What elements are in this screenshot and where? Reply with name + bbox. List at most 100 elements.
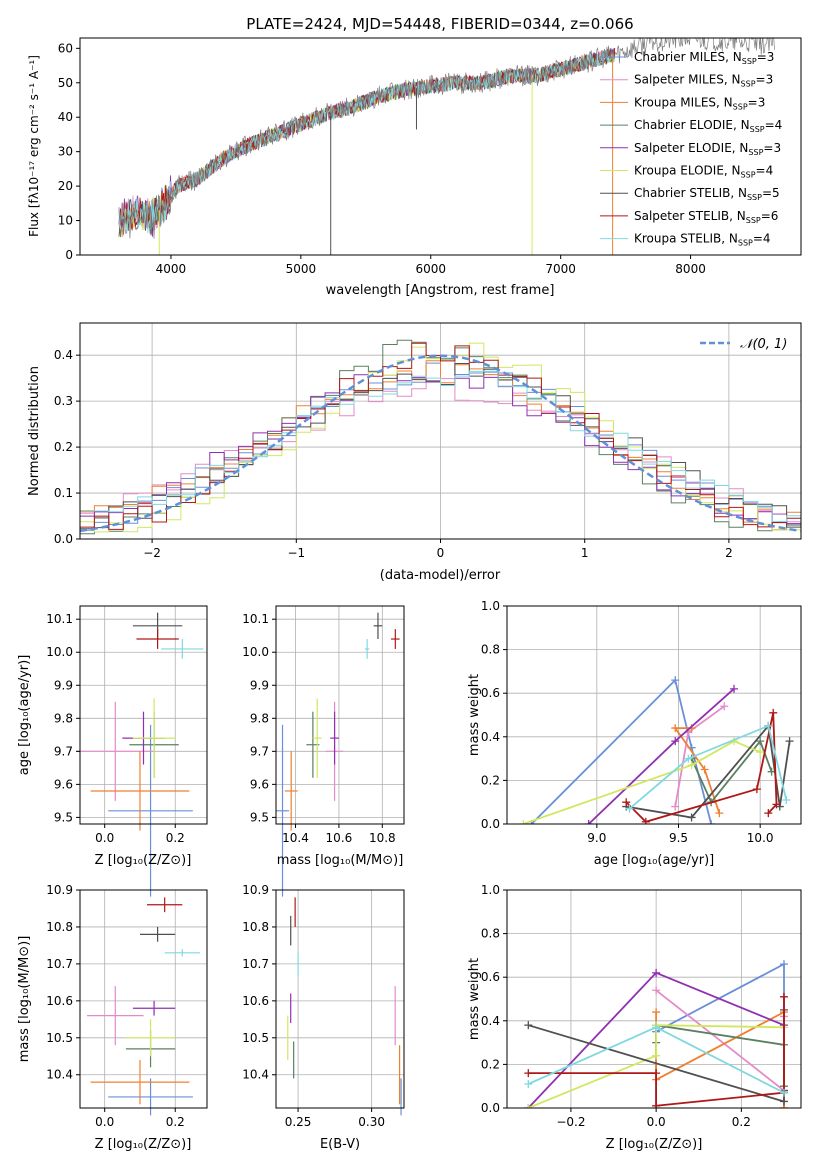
weight-marker — [720, 702, 729, 711]
y-tick-label: 10.0 — [46, 645, 73, 659]
x-tick-label: 7000 — [545, 262, 576, 276]
weight-marker — [752, 785, 761, 794]
weight-line-chabrier-miles — [530, 678, 713, 824]
y-tick-label: 10.9 — [46, 883, 73, 897]
weight-marker — [772, 800, 781, 809]
x-tick-label: 0.0 — [95, 1115, 114, 1129]
x-tick-label: 10.4 — [282, 831, 309, 845]
weight-marker — [671, 802, 680, 811]
age-vs-z-axes — [79, 605, 208, 825]
legend-label: Chabrier STELIB, N — [634, 186, 747, 200]
y-tick-label: 0.2 — [54, 440, 73, 454]
model-spectrum-kroupa-stelib — [118, 49, 616, 234]
legend-tail: =3 — [763, 141, 781, 155]
x-tick-label: −2 — [143, 546, 161, 560]
y-tick-label: 10.8 — [46, 920, 73, 934]
weight-marker — [519, 820, 528, 824]
errorbar-kroupa-elodie — [125, 1019, 176, 1057]
errorbar-kroupa-miles — [90, 751, 190, 831]
mass-vs-z-axes — [79, 889, 208, 1109]
x-tick-label: 0.0 — [647, 1115, 666, 1129]
spectrum-title: PLATE=2424, MJD=54448, FIBERID=0344, z=0… — [246, 15, 633, 33]
errorbar-chabrier-miles — [276, 724, 290, 897]
legend-entry: Kroupa ELODIE, NSSP=4 — [634, 164, 773, 180]
legend-tail: =6 — [761, 209, 779, 223]
weight-vs-age-ylabel: mass weight — [467, 674, 482, 756]
weight-vs-z-panel: −0.2 0.0 0.2 0.0 0.2 0.4 0.6 0.8 1.0 Z [log₁₀(Z/… — [467, 883, 802, 1152]
legend-entry: Chabrier MILES, NSSP=3 — [634, 50, 774, 66]
y-tick-label: 50 — [58, 76, 73, 90]
weight-marker — [524, 1021, 533, 1030]
x-tick-label: −0.2 — [556, 1115, 585, 1129]
legend-entry: Salpeter STELIB, NSSP=6 — [634, 209, 778, 225]
weight-marker — [671, 737, 680, 746]
age-vs-z-ylabel: age [log₁₀(age/yr)] — [17, 655, 32, 776]
legend-label: Chabrier ELODIE, N — [634, 118, 750, 132]
errorbar-chabrier-stelib — [373, 612, 383, 640]
y-tick-label: 0.1 — [54, 486, 73, 500]
errorbar-kroupa-stelib — [364, 639, 370, 659]
weight-marker — [769, 708, 778, 717]
weight-marker — [652, 968, 661, 977]
x-tick-label: 0.30 — [358, 1115, 385, 1129]
y-tick-label: 10.7 — [46, 957, 73, 971]
errorbar-kroupa-elodie — [132, 698, 176, 778]
y-tick-label: 0.0 — [481, 1101, 500, 1115]
x-tick-label: 0 — [437, 546, 445, 560]
y-tick-label: 10.6 — [46, 994, 73, 1008]
weight-vs-z-axes — [506, 889, 802, 1109]
weight-marker — [756, 748, 765, 757]
y-tick-label: 10.6 — [242, 994, 269, 1008]
weight-marker — [764, 721, 773, 730]
residuals-xlabel: (data-model)/error — [380, 568, 501, 583]
y-tick-label: 10 — [58, 214, 73, 228]
residuals-ylabel: Normed distribution — [27, 366, 42, 496]
errorbar-kroupa-stelib — [164, 949, 200, 957]
weight-marker — [622, 798, 631, 807]
legend-label: Kroupa STELIB, N — [634, 232, 738, 246]
weight-marker — [700, 765, 709, 774]
x-tick-label: 6000 — [415, 262, 446, 276]
mass-vs-ebv-axes — [275, 889, 405, 1109]
legend-entry: Kroupa MILES, NSSP=3 — [634, 95, 765, 111]
y-tick-label: 40 — [58, 110, 73, 124]
errorbar-salpeter-elodie — [330, 711, 339, 765]
age-vs-mass-panel: 10.4 10.6 10.8 9.5 9.6 9.7 9.8 9.9 10.0 10.1 mass… — [242, 605, 405, 897]
histogram-kroupa-stelib — [80, 370, 801, 522]
legend-tail: =3 — [757, 50, 775, 64]
legend-subscript: SSP — [742, 57, 757, 66]
weight-marker — [652, 1008, 661, 1017]
y-tick-label: 9.5 — [54, 810, 73, 824]
legend-subscript: SSP — [747, 193, 762, 202]
weight-marker — [584, 820, 593, 824]
y-tick-label: 10.7 — [242, 957, 269, 971]
legend-label: Kroupa ELODIE, N — [634, 164, 741, 178]
histogram-kroupa-miles — [80, 360, 801, 531]
spectrum-panel: PLATE=2424, MJD=54448, FIBERID=0344, z=0… — [27, 15, 802, 298]
weight-vs-age-axes — [506, 605, 802, 825]
x-tick-label: 10.6 — [326, 831, 353, 845]
weight-vs-z-ylabel: mass weight — [467, 958, 482, 1040]
weight-marker — [785, 737, 794, 746]
legend-entry: Kroupa STELIB, NSSP=4 — [634, 232, 771, 248]
legend-subscript: SSP — [746, 216, 761, 225]
age-vs-z-panel: 0.0 0.2 9.5 9.6 9.7 9.8 9.9 10.0 10.1 Z [log₁₀(Z… — [17, 605, 208, 897]
errorbar-chabrier-stelib — [139, 926, 176, 942]
y-tick-label: 9.9 — [54, 678, 73, 692]
y-tick-label: 10.4 — [242, 1068, 269, 1082]
legend-subscript: SSP — [738, 239, 753, 248]
normal-curve — [80, 354, 801, 533]
y-tick-label: 0 — [65, 248, 73, 262]
x-tick-label: 10.8 — [369, 831, 396, 845]
age-vs-mass-axes — [275, 605, 405, 825]
legend-tail: =3 — [756, 73, 774, 87]
weight-line-chabrier-elodie — [655, 1024, 785, 1087]
y-tick-label: 9.8 — [250, 711, 269, 725]
weight-marker — [524, 1104, 533, 1108]
legend-label: Salpeter STELIB, N — [634, 209, 746, 223]
y-tick-label: 0.2 — [481, 1057, 500, 1071]
y-tick-label: 0.6 — [481, 970, 500, 984]
y-tick-label: 10.0 — [242, 645, 269, 659]
weight-marker — [707, 820, 716, 824]
weight-marker — [641, 817, 650, 824]
